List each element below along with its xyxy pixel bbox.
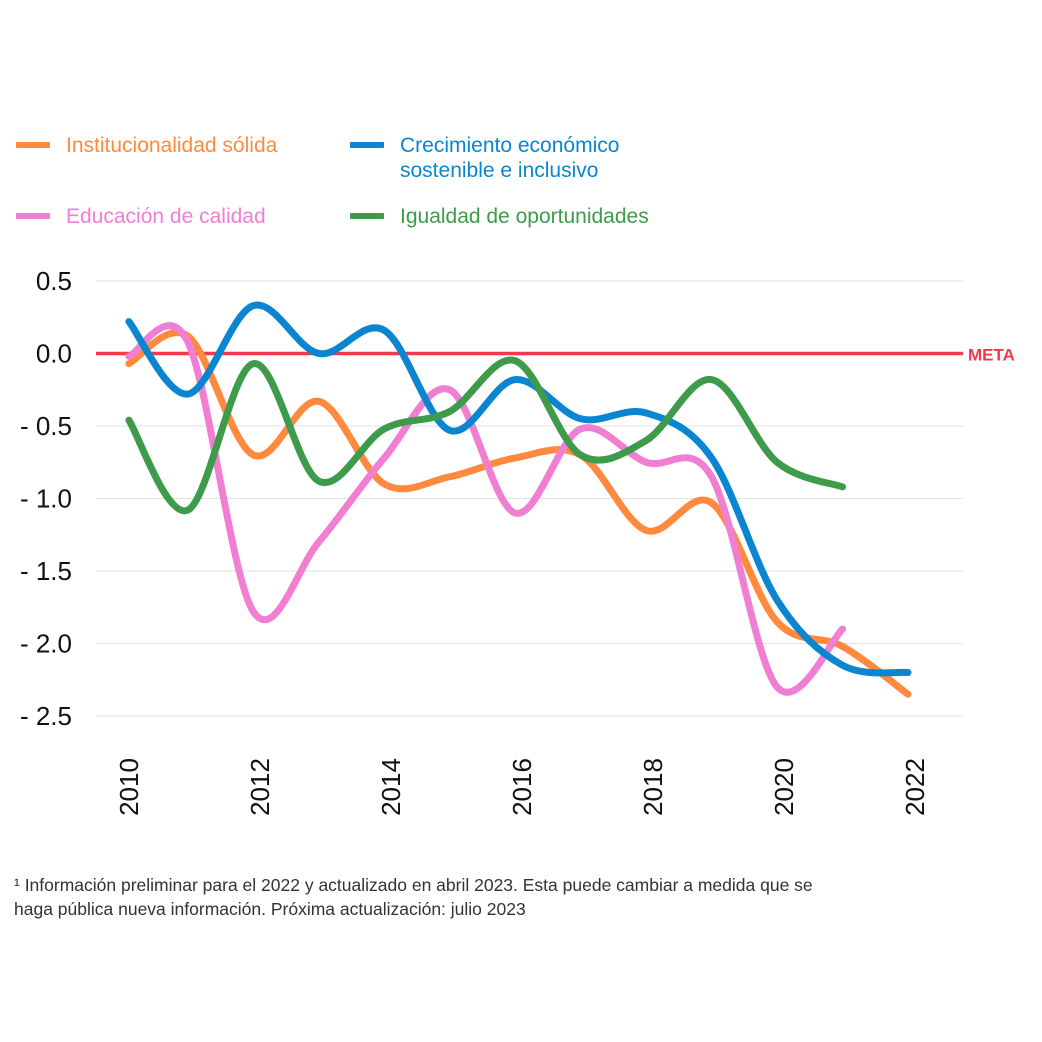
- y-tick-label: 0.0: [36, 339, 72, 369]
- series-educacion-line: [125, 322, 847, 696]
- y-tick-label: - 0.5: [20, 411, 72, 441]
- legend-swatch: [16, 142, 50, 148]
- series-institucionalidad-line: [125, 329, 912, 698]
- y-tick-label: - 1.0: [20, 484, 72, 514]
- legend-swatch: [350, 142, 384, 148]
- y-tick-label: - 1.5: [20, 556, 72, 586]
- legend-label: Educación de calidad: [66, 205, 266, 228]
- y-tick-label: - 2.5: [20, 701, 72, 731]
- x-tick-label: 2014: [376, 758, 406, 816]
- legend-swatch: [350, 213, 384, 219]
- series-igualdad-line: [125, 356, 847, 515]
- meta-label: META: [968, 346, 1015, 365]
- y-tick-label: - 2.0: [20, 629, 72, 659]
- x-tick-label: 2018: [638, 758, 668, 816]
- x-tick-label: 2016: [507, 758, 537, 816]
- footnote: ¹ Información preliminar para el 2022 y …: [14, 875, 813, 919]
- line-chart: 0.5 0.0 - 0.5 - 1.0 - 1.5 - 2.0 - 2.5 2010 2012 2…: [20, 266, 1015, 816]
- legend-item-crecimiento[interactable]: Crecimiento económico sostenible e inclu…: [350, 133, 619, 183]
- legend-label: Igualdad de oportunidades: [400, 205, 649, 228]
- legend-label: Crecimiento económico sostenible e inclu…: [400, 134, 620, 182]
- x-tick-label: 2020: [769, 758, 799, 816]
- legend-item-igualdad[interactable]: Igualdad de oportunidades: [350, 204, 649, 229]
- legend-item-institucionalidad[interactable]: Institucionalidad sólida: [16, 133, 277, 158]
- legend-label: Institucionalidad sólida: [66, 134, 278, 157]
- series-crecimiento-line: [125, 301, 912, 677]
- x-tick-label: 2022: [900, 758, 930, 816]
- y-tick-label: 0.5: [36, 266, 72, 296]
- x-tick-label: 2010: [114, 758, 144, 816]
- x-tick-label: 2012: [245, 758, 275, 816]
- legend-swatch: [16, 213, 50, 219]
- legend-item-educacion[interactable]: Educación de calidad: [16, 204, 266, 229]
